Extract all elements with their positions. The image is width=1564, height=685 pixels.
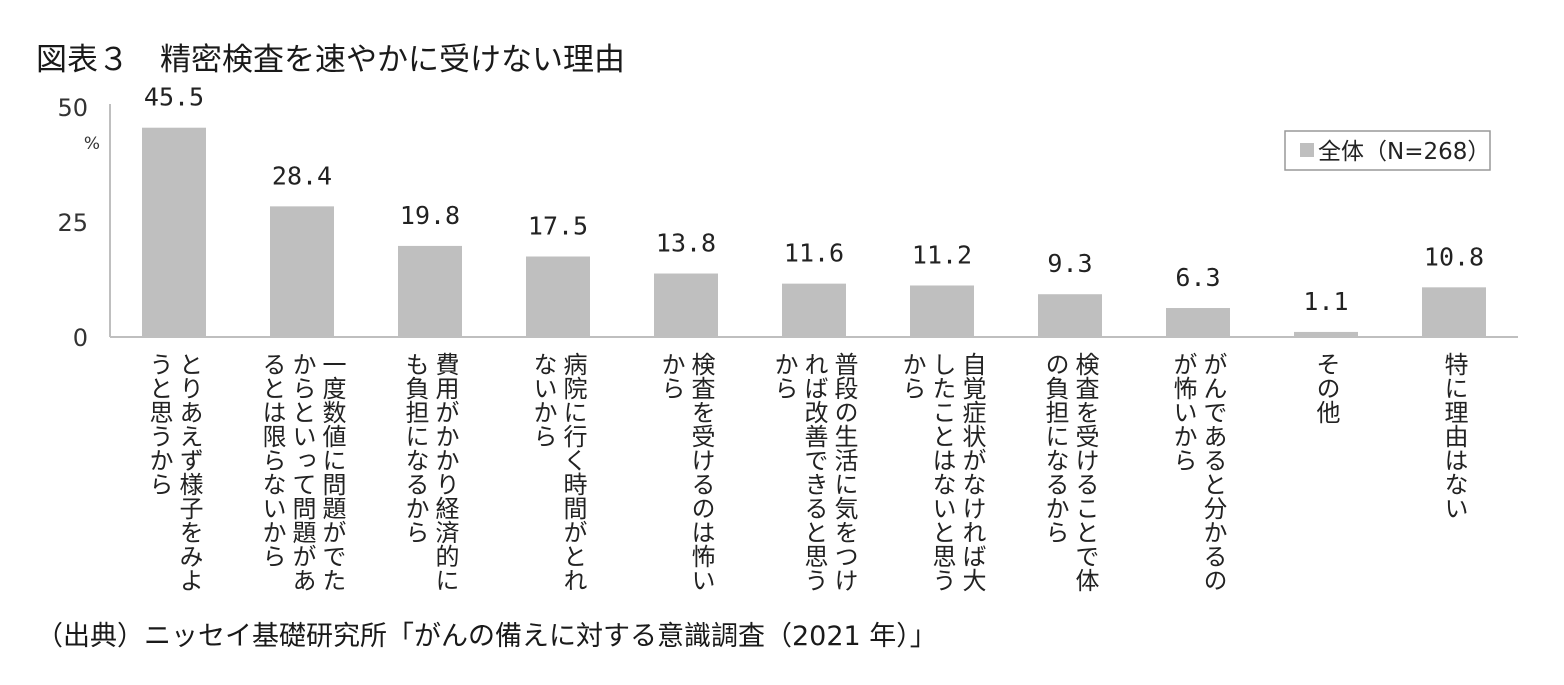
category-label: が怖いから bbox=[1169, 352, 1197, 472]
data-label: 13.8 bbox=[656, 229, 716, 258]
category-label: 検査を受けることで体 bbox=[1071, 352, 1099, 592]
y-tick-label: 0 bbox=[73, 324, 88, 352]
category-label: うと思うから bbox=[145, 352, 173, 496]
category-label: の負担になるから bbox=[1041, 352, 1069, 544]
category-label: ないから bbox=[529, 352, 557, 448]
data-label: 17.5 bbox=[528, 212, 588, 241]
category-label: 一度数値に問題がでた bbox=[318, 352, 346, 592]
category-label: 普段の生活に気をつけ bbox=[830, 352, 858, 592]
y-tick-label: 50 bbox=[57, 94, 88, 122]
category-label: からといって問題があ bbox=[288, 352, 316, 592]
legend-box bbox=[1284, 130, 1491, 171]
legend-label: 全体（N=268） bbox=[1318, 139, 1490, 165]
bar bbox=[1166, 308, 1230, 337]
category-label: から bbox=[770, 352, 798, 400]
bar bbox=[142, 127, 206, 337]
category-label: したことはないと思う bbox=[928, 352, 956, 592]
bar bbox=[1294, 331, 1358, 337]
category-label: れば改善できると思う bbox=[800, 352, 828, 592]
category-label: がんであると分かるの bbox=[1199, 352, 1227, 592]
bar bbox=[1038, 294, 1102, 337]
source-note: （出典）ニッセイ基礎研究所「がんの備えに対する意識調査（2021 年）」 bbox=[36, 621, 937, 652]
data-label: 28.4 bbox=[272, 161, 332, 190]
legend-swatch bbox=[1300, 143, 1314, 157]
y-unit-label: % bbox=[84, 134, 100, 154]
bar bbox=[654, 273, 718, 337]
category-label: から bbox=[898, 352, 926, 400]
data-label: 11.2 bbox=[912, 240, 972, 269]
bar bbox=[526, 256, 590, 337]
category-label: 病院に行く時間がとれ bbox=[559, 352, 587, 592]
data-label: 11.6 bbox=[784, 239, 844, 268]
data-label: 45.5 bbox=[144, 83, 204, 112]
y-tick-label: 25 bbox=[57, 209, 88, 237]
data-label: 10.8 bbox=[1424, 242, 1484, 271]
data-label: 19.8 bbox=[400, 201, 460, 230]
category-label: るとは限らないから bbox=[258, 352, 286, 568]
bar bbox=[270, 206, 334, 337]
data-label: 9.3 bbox=[1047, 249, 1092, 278]
bar bbox=[910, 285, 974, 337]
bar bbox=[782, 283, 846, 337]
category-label: 費用がかかり経済的に bbox=[431, 352, 459, 592]
chart-title: 図表３ 精密検査を速やかに受けない理由 bbox=[36, 42, 625, 78]
category-label: から bbox=[657, 352, 685, 400]
bar bbox=[1422, 287, 1486, 337]
category-label: 検査を受けるのは怖い bbox=[687, 352, 715, 592]
category-label: 特に理由はない bbox=[1440, 352, 1468, 520]
data-label: 1.1 bbox=[1303, 287, 1348, 316]
category-label: とりあえず様子をみよ bbox=[175, 352, 203, 592]
bar bbox=[398, 245, 462, 337]
category-label: 自覚症状がなければ大 bbox=[958, 352, 986, 592]
category-label: その他 bbox=[1312, 352, 1340, 424]
data-label: 6.3 bbox=[1175, 263, 1220, 292]
category-label: も負担になるから bbox=[401, 352, 429, 544]
